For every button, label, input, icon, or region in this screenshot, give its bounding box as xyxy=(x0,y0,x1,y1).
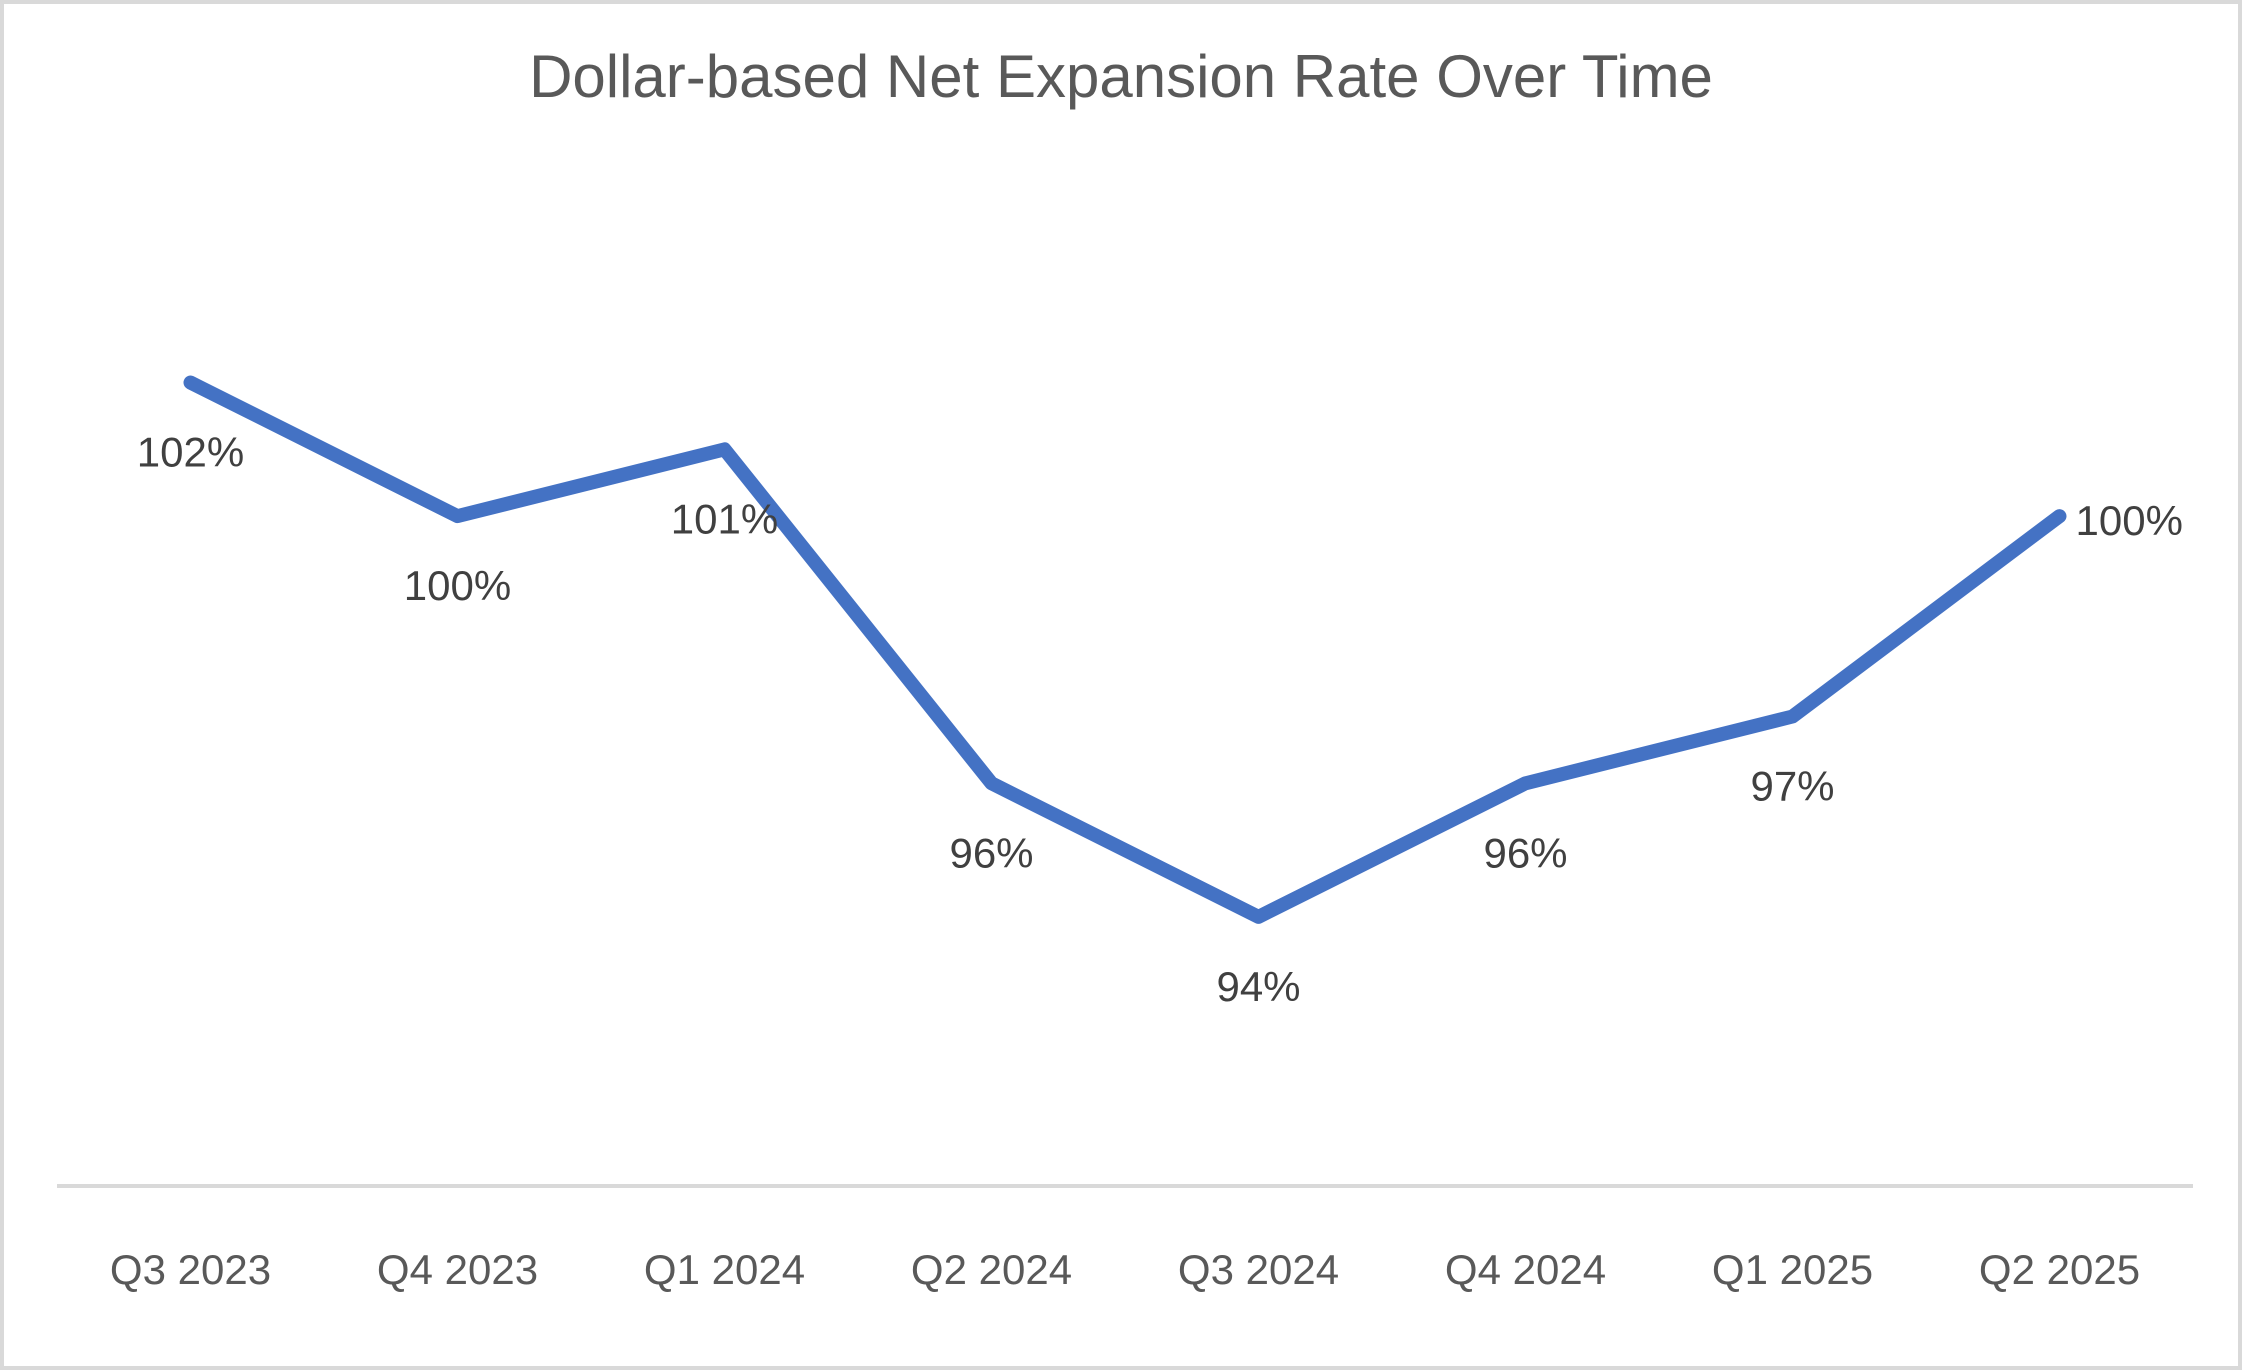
x-axis-tick-label: Q2 2024 xyxy=(911,1246,1072,1293)
x-axis-tick-label: Q4 2024 xyxy=(1445,1246,1606,1293)
data-label: 94% xyxy=(1216,963,1300,1010)
x-axis-tick-label: Q3 2023 xyxy=(110,1246,271,1293)
x-axis-tick-label: Q4 2023 xyxy=(377,1246,538,1293)
x-axis-tick-label: Q3 2024 xyxy=(1178,1246,1339,1293)
data-label: 96% xyxy=(949,829,1033,876)
data-label: 101% xyxy=(671,495,778,542)
data-label: 100% xyxy=(2076,497,2183,544)
series-line xyxy=(183,375,2067,924)
x-axis-tick-label: Q1 2024 xyxy=(644,1246,805,1293)
data-label: 97% xyxy=(1750,763,1834,810)
line-chart: Q3 2023 Q4 2023 Q1 2024 Q2 2024 Q3 2024 Q4 20… xyxy=(57,375,2193,1293)
data-label: 102% xyxy=(137,429,244,476)
data-label: 100% xyxy=(404,562,511,609)
x-axis-tick-label: Q2 2025 xyxy=(1979,1246,2140,1293)
data-label: 96% xyxy=(1483,829,1567,876)
x-axis-tick-label: Q1 2025 xyxy=(1712,1246,1873,1293)
chart-title: Dollar-based Net Expansion Rate Over Tim… xyxy=(529,43,1713,110)
